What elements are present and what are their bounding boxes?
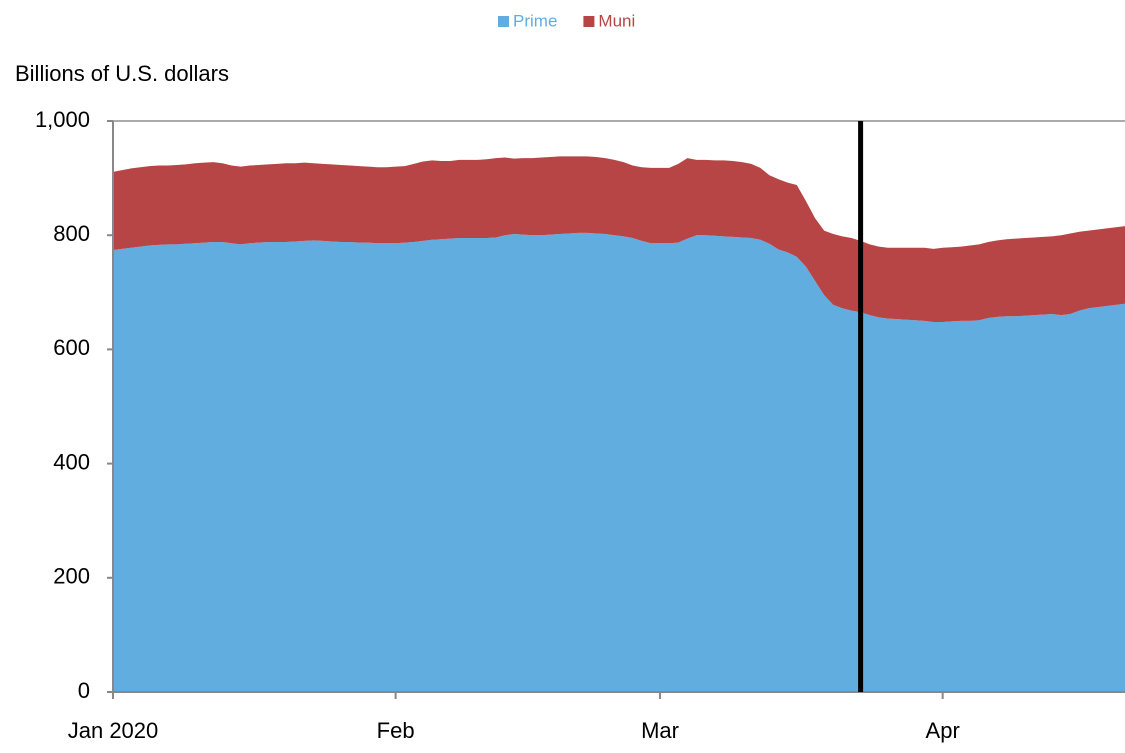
y-tick-label: 600 [53,335,90,360]
y-axis-label: Billions of U.S. dollars [15,61,229,86]
legend-swatch [498,16,509,27]
y-tick-label: 0 [78,678,90,703]
x-tick-label: Mar [641,718,679,743]
y-tick-label: 200 [53,564,90,589]
y-tick-label: 400 [53,449,90,474]
area [113,156,1125,322]
legend-swatch [583,16,595,27]
y-tick-label: 1,000 [35,107,90,132]
legend-label: Prime [513,11,557,30]
y-tick-label: 800 [53,221,90,246]
legend-label: Muni [598,11,635,30]
x-tick-label: Feb [377,718,415,743]
x-tick-label: Jan 2020 [68,718,159,743]
area [113,232,1125,692]
x-tick-label: Apr [926,718,960,743]
